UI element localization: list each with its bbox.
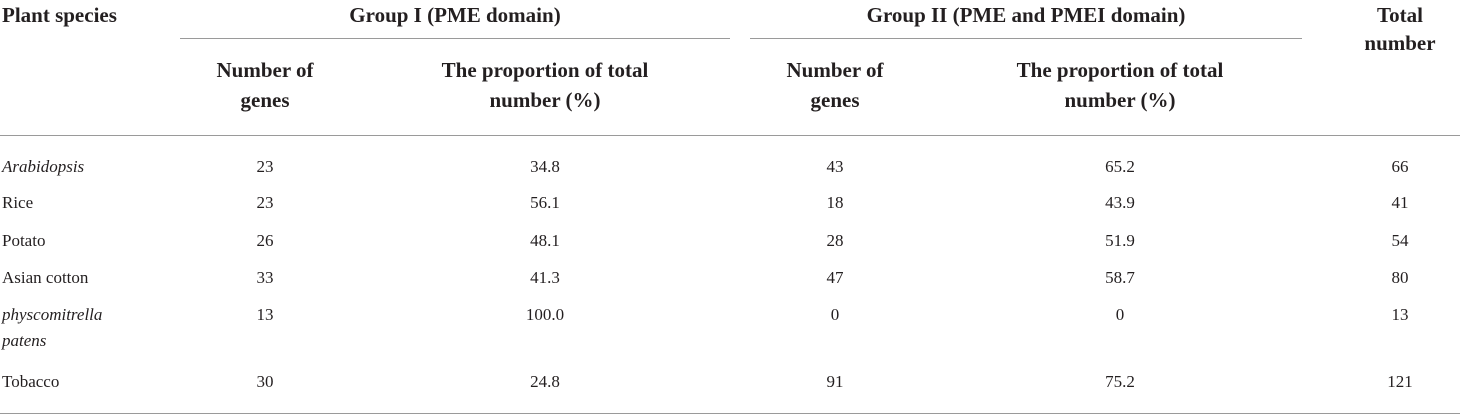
cell-g1-prop: 56.1 [530,193,560,212]
header-g1-count-line2: genes [240,88,290,112]
cell-total: 66 [1391,157,1409,176]
cell-total: 121 [1387,372,1413,391]
cell-g1-count: 26 [256,231,274,250]
cell-species: Potato [2,231,46,250]
cell-g1-count: 33 [256,268,274,287]
cell-g1-prop: 41.3 [530,268,560,287]
cell-total: 13 [1391,305,1409,324]
cell-species: physcomitrella [2,305,103,324]
cell-species-line2: patens [2,331,47,350]
cell-g1-count: 13 [256,305,274,324]
header-group-2: Group II (PME and PMEI domain) [866,3,1186,27]
cell-g2-prop: 75.2 [1105,372,1135,391]
cell-g1-count: 23 [256,193,274,212]
header-g1-prop-line1: The proportion of total [441,58,649,82]
header-group-1: Group I (PME domain) [349,3,561,27]
header-g1-count-line1: Number of [216,58,314,82]
cell-species: Arabidopsis [2,157,85,176]
header-total-line2: number [1364,31,1436,55]
cell-g2-prop: 51.9 [1105,231,1135,250]
cell-g1-prop: 100.0 [525,305,565,324]
cell-g1-prop: 34.8 [530,157,560,176]
header-total-line1: Total [1377,3,1423,27]
cell-g1-prop: 24.8 [530,372,560,391]
cell-total: 54 [1391,231,1409,250]
cell-g2-count: 0 [830,305,840,324]
cell-g2-count: 18 [826,193,844,212]
header-plant-species: Plant species [2,3,117,27]
header-g2-count-line1: Number of [786,58,884,82]
group-2-underline [750,38,1302,39]
cell-g2-prop: 65.2 [1105,157,1135,176]
cell-species: Rice [2,193,34,212]
cell-species: Asian cotton [2,268,89,287]
header-g2-prop-line1: The proportion of total [1016,58,1224,82]
cell-g2-count: 47 [826,268,844,287]
cell-g2-prop: 0 [1115,305,1125,324]
header-bottom-rule [0,135,1460,136]
cell-g1-count: 30 [256,372,274,391]
cell-g2-count: 91 [826,372,844,391]
header-g1-prop-line2: number (%) [489,88,601,112]
header-g2-count-line2: genes [810,88,860,112]
cell-species: Tobacco [2,372,60,391]
cell-total: 80 [1391,268,1409,287]
cell-g2-count: 28 [826,231,844,250]
cell-total: 41 [1391,193,1409,212]
cell-g2-prop: 43.9 [1105,193,1135,212]
cell-g1-count: 23 [256,157,274,176]
cell-g1-prop: 48.1 [530,231,560,250]
group-1-underline [180,38,730,39]
cell-g2-prop: 58.7 [1105,268,1135,287]
table-bottom-rule [0,413,1460,414]
header-g2-prop-line2: number (%) [1064,88,1176,112]
cell-g2-count: 43 [826,157,844,176]
